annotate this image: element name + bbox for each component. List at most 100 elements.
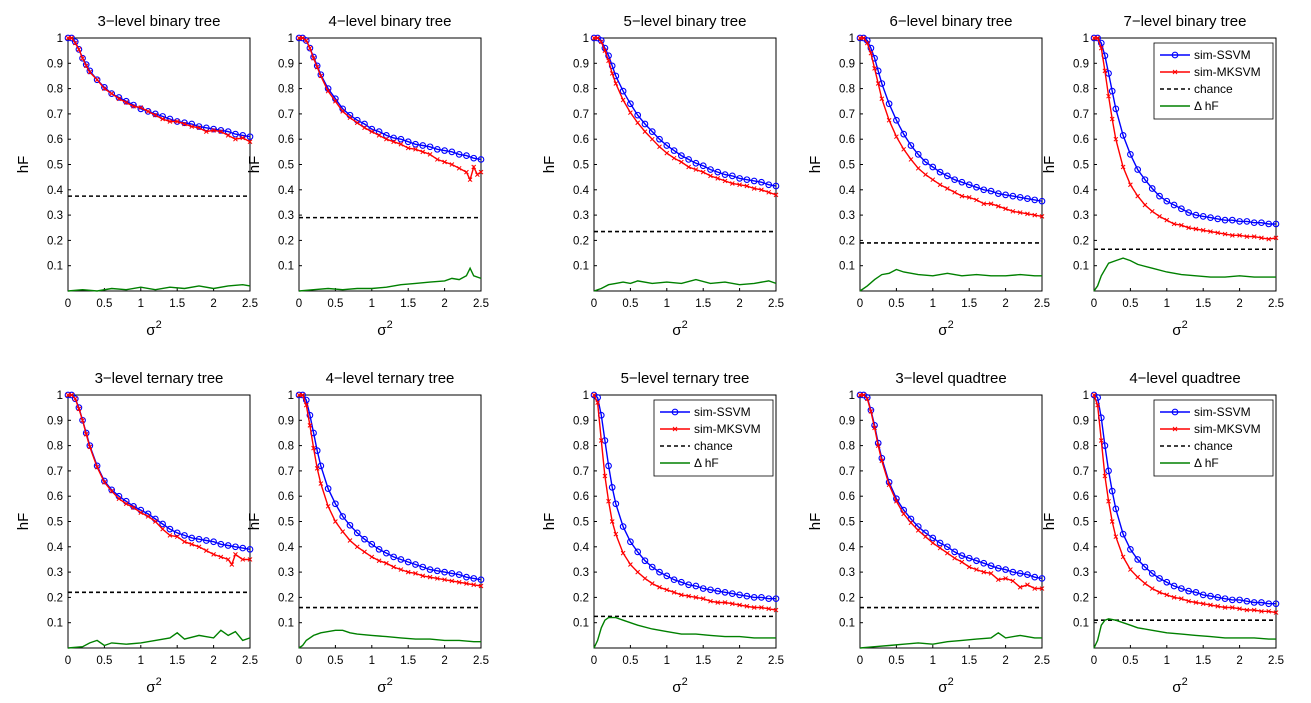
sim-mksvm-marker xyxy=(384,560,389,566)
sim-ssvm-marker xyxy=(232,543,239,551)
sim-mksvm-marker xyxy=(751,605,757,610)
sim-ssvm-marker xyxy=(907,142,915,149)
x-tick-label: 2 xyxy=(736,298,742,310)
subplot-9: 3−level quadtree 0.1 0.2 0.3 0.4 0.5 0.6 0.7 0.8… xyxy=(807,370,1050,696)
sim-ssvm-marker xyxy=(455,151,463,158)
sim-ssvm-marker xyxy=(1265,600,1273,608)
sim-mksvm-marker xyxy=(628,562,633,567)
sim-ssvm-marker xyxy=(306,411,314,419)
series-line-delta-hf xyxy=(298,629,481,649)
sim-ssvm-marker xyxy=(914,151,922,158)
y-axis-label: hF xyxy=(15,513,32,531)
x-axis-label-base: σ xyxy=(672,322,682,339)
legend-swatch-marker xyxy=(1172,69,1178,75)
sim-mksvm-marker xyxy=(864,396,870,402)
sim-mksvm-marker xyxy=(737,182,742,188)
x-tick-label: 2.5 xyxy=(768,655,784,667)
sim-ssvm-marker xyxy=(375,545,383,553)
sim-ssvm-marker xyxy=(397,556,405,563)
sim-ssvm-marker xyxy=(692,582,700,590)
sim-mksvm-marker xyxy=(894,498,899,504)
sim-mksvm-marker xyxy=(362,125,367,131)
y-tick-label: 0.1 xyxy=(47,261,63,273)
x-tick-label: 1 xyxy=(664,298,670,310)
sim-ssvm-marker xyxy=(987,187,995,195)
y-tick-label: 0.5 xyxy=(47,160,63,172)
sim-mksvm-marker xyxy=(449,162,455,167)
sim-ssvm-marker xyxy=(71,38,79,46)
x-tick-label: 1.5 xyxy=(961,655,977,667)
sim-mksvm-marker xyxy=(930,177,936,183)
sim-ssvm-marker xyxy=(627,538,634,546)
sim-ssvm-marker xyxy=(1236,218,1243,225)
y-tick-label: 0.6 xyxy=(1073,134,1089,146)
sim-mksvm-marker xyxy=(1215,230,1221,236)
y-tick-label: 0.4 xyxy=(1073,542,1090,554)
y-tick-label: 0.9 xyxy=(839,415,855,427)
sim-mksvm-marker xyxy=(861,35,866,41)
x-axis-label-base: σ xyxy=(146,322,156,339)
sim-mksvm-marker xyxy=(449,578,455,584)
sim-ssvm-marker xyxy=(663,572,671,580)
sim-mksvm-marker xyxy=(131,103,136,109)
sim-ssvm-marker xyxy=(383,132,390,139)
sim-mksvm-marker xyxy=(1120,554,1126,560)
sim-mksvm-marker xyxy=(354,120,360,126)
sim-mksvm-marker xyxy=(123,100,129,105)
sim-ssvm-marker xyxy=(390,134,397,142)
y-tick-label: 1 xyxy=(288,390,294,402)
sim-ssvm-marker xyxy=(714,587,722,595)
sim-ssvm-marker xyxy=(958,552,966,560)
axes-box xyxy=(859,37,1043,292)
sim-ssvm-marker xyxy=(368,540,376,548)
sim-ssvm-marker xyxy=(1108,87,1116,95)
sim-ssvm-marker xyxy=(678,578,685,586)
sim-mksvm-marker xyxy=(744,603,750,609)
x-tick-label: 0 xyxy=(591,298,597,310)
sim-mksvm-marker xyxy=(65,35,71,41)
sim-mksvm-marker xyxy=(296,35,302,41)
sim-ssvm-marker xyxy=(463,152,470,159)
x-tick-label: 2.5 xyxy=(242,655,258,667)
y-tick-label: 0.8 xyxy=(47,441,63,453)
sim-ssvm-marker xyxy=(361,535,368,543)
y-tick-label: 0.9 xyxy=(1073,58,1089,70)
sim-ssvm-marker xyxy=(612,500,620,508)
x-tick-label: 1 xyxy=(138,655,144,667)
sim-mksvm-marker xyxy=(945,550,950,556)
sim-mksvm-marker xyxy=(857,392,863,398)
sim-mksvm-marker xyxy=(138,510,144,515)
sim-ssvm-marker xyxy=(188,534,196,542)
y-tick-label: 1 xyxy=(583,390,589,402)
x-tick-label: 1 xyxy=(369,655,375,667)
sim-mksvm-marker xyxy=(591,35,597,41)
x-tick-label: 2.5 xyxy=(242,298,258,310)
sim-mksvm-marker xyxy=(247,139,253,145)
sim-ssvm-marker xyxy=(758,594,765,601)
sim-mksvm-marker xyxy=(225,133,231,138)
sim-mksvm-marker xyxy=(1164,217,1170,223)
sim-ssvm-marker xyxy=(707,166,714,173)
sim-mksvm-marker xyxy=(296,392,302,398)
sim-ssvm-marker xyxy=(1156,192,1163,200)
y-axis-label: hF xyxy=(807,156,824,174)
sim-ssvm-marker xyxy=(1127,545,1134,553)
sim-mksvm-marker xyxy=(923,534,928,540)
y-tick-label: 0.6 xyxy=(47,491,63,503)
sim-ssvm-marker xyxy=(246,545,254,553)
sim-mksvm-marker xyxy=(766,189,772,195)
y-tick-label: 0.9 xyxy=(839,58,855,70)
sim-ssvm-marker xyxy=(433,567,441,575)
sim-mksvm-marker xyxy=(1244,234,1250,239)
sim-mksvm-marker xyxy=(959,559,965,565)
sim-ssvm-marker xyxy=(1119,530,1127,538)
sim-ssvm-marker xyxy=(1178,585,1185,592)
y-tick-label: 0.1 xyxy=(573,261,589,273)
x-axis-label-sup: 2 xyxy=(387,676,393,688)
sim-mksvm-marker xyxy=(602,473,608,479)
sim-mksvm-marker xyxy=(966,564,972,570)
y-axis-label: hF xyxy=(807,513,824,531)
sim-mksvm-marker xyxy=(620,550,626,556)
sim-ssvm-marker xyxy=(419,563,427,571)
